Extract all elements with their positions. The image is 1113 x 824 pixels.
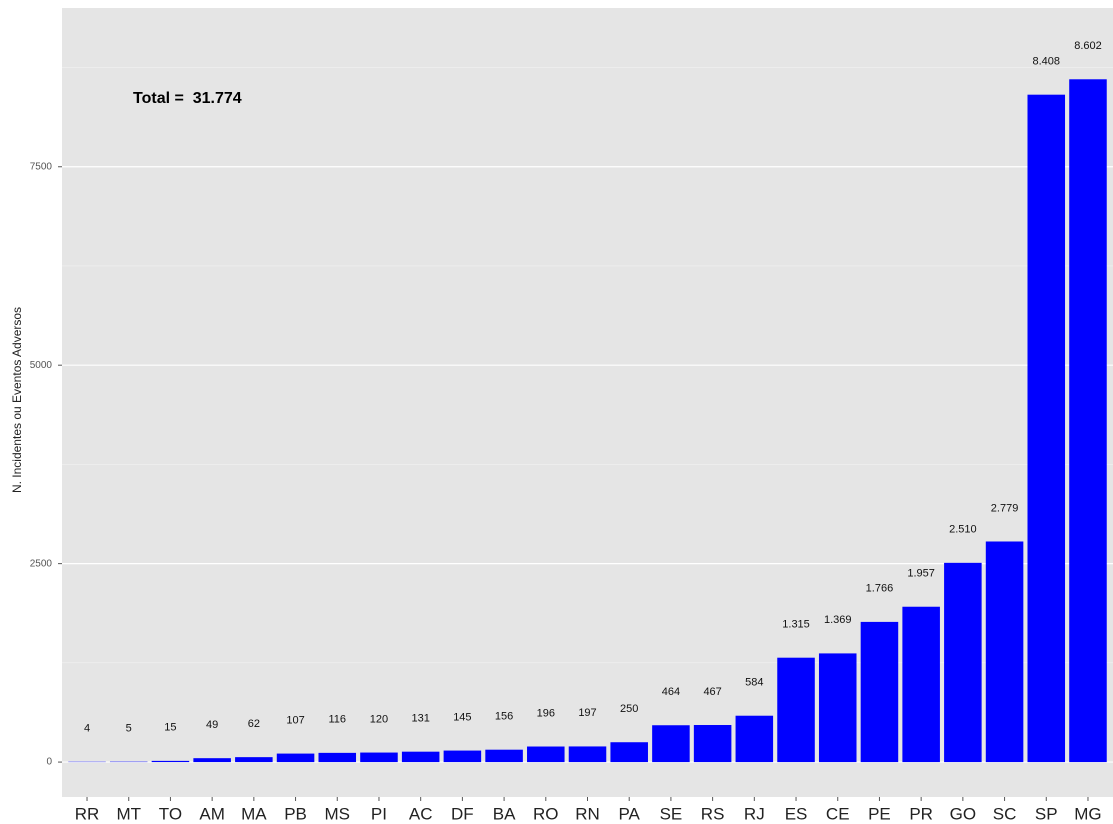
bar xyxy=(1027,94,1066,763)
x-tick-label: PE xyxy=(868,804,891,823)
value-label: 584 xyxy=(745,676,763,688)
x-tick-label: SP xyxy=(1035,804,1058,823)
value-label: 1.315 xyxy=(782,618,810,630)
value-label: 156 xyxy=(495,710,513,722)
x-tick-label: RS xyxy=(701,804,725,823)
y-tick-label: 2500 xyxy=(30,558,53,569)
x-tick-label: PB xyxy=(284,804,307,823)
value-label: 145 xyxy=(453,711,471,723)
y-tick-label: 5000 xyxy=(30,360,53,371)
bar xyxy=(610,742,648,763)
bar xyxy=(485,749,523,763)
bar xyxy=(527,746,565,763)
value-label: 250 xyxy=(620,703,638,715)
bars xyxy=(68,79,1107,763)
bar xyxy=(944,562,982,763)
bar xyxy=(902,606,940,763)
bar xyxy=(443,750,482,763)
value-label: 120 xyxy=(370,713,388,725)
bar xyxy=(860,621,899,763)
bar xyxy=(360,752,398,763)
x-tick-label: DF xyxy=(451,804,474,823)
value-label: 1.766 xyxy=(866,583,894,595)
bar xyxy=(151,760,190,763)
x-tick-label: ES xyxy=(785,804,808,823)
y-axis-label: N. Incidentes ou Eventos Adversos xyxy=(10,307,24,493)
value-label: 2.779 xyxy=(991,502,1019,514)
x-tick-label: RO xyxy=(533,804,559,823)
bar xyxy=(693,725,732,763)
value-label: 49 xyxy=(206,719,218,731)
value-label: 5 xyxy=(126,722,132,734)
x-tick-label: GO xyxy=(950,804,976,823)
bar xyxy=(318,752,357,763)
x-tick-label: PI xyxy=(371,804,387,823)
y-tick-label: 0 xyxy=(46,757,52,768)
bar xyxy=(777,657,815,763)
value-label: 2.510 xyxy=(949,524,977,536)
x-tick-label: AM xyxy=(199,804,225,823)
value-label: 464 xyxy=(662,686,680,698)
x-tick-label: RJ xyxy=(744,804,765,823)
x-tick-label: TO xyxy=(159,804,182,823)
value-label: 196 xyxy=(537,707,555,719)
x-tick-label: MG xyxy=(1074,804,1101,823)
value-label: 1.957 xyxy=(907,568,935,580)
value-label: 4 xyxy=(84,723,90,735)
x-tick-label: RR xyxy=(75,804,100,823)
bar xyxy=(985,541,1024,763)
x-tick-label: PR xyxy=(909,804,933,823)
value-label: 107 xyxy=(286,714,304,726)
value-label: 197 xyxy=(578,707,596,719)
bar xyxy=(235,757,273,763)
x-tick-label: PA xyxy=(618,804,640,823)
x-tick-label: BA xyxy=(493,804,516,823)
bar xyxy=(735,715,774,763)
x-tick-label: SC xyxy=(993,804,1017,823)
value-label: 8.602 xyxy=(1074,40,1102,52)
value-label: 467 xyxy=(703,686,721,698)
bar xyxy=(652,725,690,763)
x-tick-label: AC xyxy=(409,804,433,823)
x-tick-label: MT xyxy=(116,804,141,823)
x-tick-label: MA xyxy=(241,804,267,823)
grid xyxy=(62,67,1113,763)
bar xyxy=(193,758,231,763)
x-tick-label: MS xyxy=(325,804,351,823)
value-label: 131 xyxy=(411,712,429,724)
value-label: 15 xyxy=(164,722,176,734)
bar xyxy=(276,753,315,763)
y-tick-label: 7500 xyxy=(30,161,53,172)
x-tick-label: CE xyxy=(826,804,850,823)
value-label: 116 xyxy=(328,714,346,726)
x-tick-label: SE xyxy=(660,804,683,823)
bar xyxy=(1069,79,1107,763)
value-label: 8.408 xyxy=(1033,55,1061,67)
value-label: 62 xyxy=(248,718,260,730)
x-tick-label: RN xyxy=(575,804,600,823)
annotation: Total = 31.774 xyxy=(133,90,242,107)
bar xyxy=(401,751,440,763)
bar xyxy=(568,746,607,763)
bar xyxy=(818,653,857,763)
value-label: 1.369 xyxy=(824,614,852,626)
